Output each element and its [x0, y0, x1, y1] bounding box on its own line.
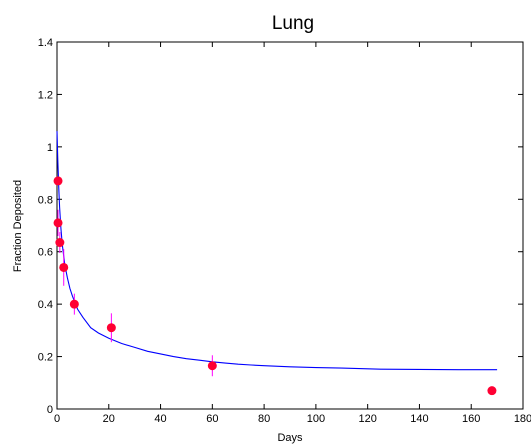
x-tick-label: 0 — [54, 413, 60, 425]
x-tick-label: 20 — [103, 413, 115, 425]
data-point — [53, 218, 63, 228]
data-point — [207, 361, 217, 371]
y-tick-label: 0 — [47, 404, 53, 416]
y-tick-label: 0.4 — [38, 299, 53, 311]
y-tick-label: 0.6 — [38, 247, 53, 259]
y-tick-label: 1.4 — [38, 37, 53, 49]
y-tick-label: 0.8 — [38, 194, 53, 206]
y-tick-label: 1.2 — [38, 89, 53, 101]
y-axis-label: Fraction Deposited — [12, 180, 24, 272]
x-tick-label: 80 — [258, 413, 270, 425]
x-tick-label: 100 — [307, 413, 325, 425]
axes: 0 20 40 60 80 100 120 140 160 180 0 0.2 0.4 0.6 0.8 1 1.… — [38, 37, 531, 425]
data-point — [59, 262, 69, 272]
x-axis-label: Days — [277, 432, 303, 444]
data-point — [69, 299, 79, 309]
x-tick-label: 120 — [358, 413, 376, 425]
chart-marks — [53, 131, 498, 396]
data-point — [53, 176, 63, 186]
chart-title: Lung — [272, 13, 314, 34]
x-tick-label: 60 — [206, 413, 218, 425]
x-tick-label: 180 — [514, 413, 531, 425]
data-point — [55, 238, 65, 248]
data-point — [487, 386, 497, 396]
x-tick-label: 40 — [154, 413, 166, 425]
x-tick-label: 140 — [410, 413, 428, 425]
y-tick-label: 0.2 — [38, 352, 53, 364]
x-tick-label: 160 — [462, 413, 480, 425]
plot-area — [56, 41, 524, 410]
y-tick-label: 1 — [47, 142, 53, 154]
data-point — [106, 323, 116, 333]
